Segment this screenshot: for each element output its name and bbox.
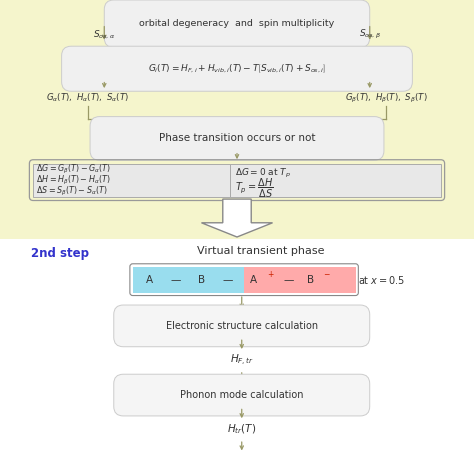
Text: Phonon mode calculation: Phonon mode calculation [180, 390, 303, 400]
FancyBboxPatch shape [104, 0, 370, 47]
FancyBboxPatch shape [244, 267, 356, 293]
FancyBboxPatch shape [90, 117, 384, 160]
Text: B: B [198, 274, 205, 285]
Text: $S_{os,\beta}$: $S_{os,\beta}$ [359, 28, 381, 41]
Text: $T_p = \dfrac{\Delta H}{\Delta S}$: $T_p = \dfrac{\Delta H}{\Delta S}$ [235, 177, 273, 201]
Text: $H_{tr}(T)$: $H_{tr}(T)$ [227, 423, 256, 437]
Text: —: — [222, 274, 233, 285]
Text: —: — [170, 274, 181, 285]
Text: $S_{os,\alpha}$: $S_{os,\alpha}$ [93, 28, 115, 41]
Text: $\Delta G = G_\beta(T) - G_\alpha(T)$: $\Delta G = G_\beta(T) - G_\alpha(T)$ [36, 163, 110, 176]
Text: Virtual transient phase: Virtual transient phase [197, 246, 324, 256]
Text: orbital degeneracy  and  spin multiplicity: orbital degeneracy and spin multiplicity [139, 19, 335, 28]
FancyBboxPatch shape [133, 267, 244, 293]
Text: —: — [284, 274, 294, 285]
Text: $\Delta S = S_\beta(T) - S_\alpha(T)$: $\Delta S = S_\beta(T) - S_\alpha(T)$ [36, 184, 107, 198]
Text: $\Delta G = 0\ \mathrm{at}\ T_p$: $\Delta G = 0\ \mathrm{at}\ T_p$ [235, 167, 291, 180]
Text: B: B [307, 274, 314, 285]
FancyBboxPatch shape [0, 239, 474, 474]
Text: $G_i(T) = H_{F,i} + H_{vib,i}(T) - T\left[S_{vib,i}(T) + S_{os,i}\right]$: $G_i(T) = H_{F,i} + H_{vib,i}(T) - T\lef… [148, 63, 326, 75]
Polygon shape [201, 199, 273, 237]
Text: +: + [267, 271, 273, 279]
Text: 2nd step: 2nd step [31, 247, 89, 260]
Text: $\Delta H = H_\beta(T) - H_\alpha(T)$: $\Delta H = H_\beta(T) - H_\alpha(T)$ [36, 173, 110, 187]
FancyBboxPatch shape [33, 164, 230, 197]
Text: $G_\alpha(T),\ H_\alpha(T),\ S_\alpha(T)$: $G_\alpha(T),\ H_\alpha(T),\ S_\alpha(T)… [46, 92, 129, 104]
Text: $H_{F,tr}$: $H_{F,tr}$ [230, 353, 254, 368]
Text: Phase transition occurs or not: Phase transition occurs or not [159, 133, 315, 144]
Text: −: − [323, 271, 329, 279]
FancyBboxPatch shape [114, 305, 370, 347]
Text: A: A [146, 274, 153, 285]
FancyBboxPatch shape [62, 46, 412, 91]
Text: $G_\beta(T),\ H_\beta(T),\ S_\beta(T)$: $G_\beta(T),\ H_\beta(T),\ S_\beta(T)$ [345, 91, 428, 105]
Text: A: A [250, 274, 257, 285]
FancyBboxPatch shape [230, 164, 441, 197]
FancyBboxPatch shape [114, 374, 370, 416]
Text: Electronic structure calculation: Electronic structure calculation [166, 321, 318, 331]
Text: at $x = 0.5$: at $x = 0.5$ [358, 273, 405, 286]
